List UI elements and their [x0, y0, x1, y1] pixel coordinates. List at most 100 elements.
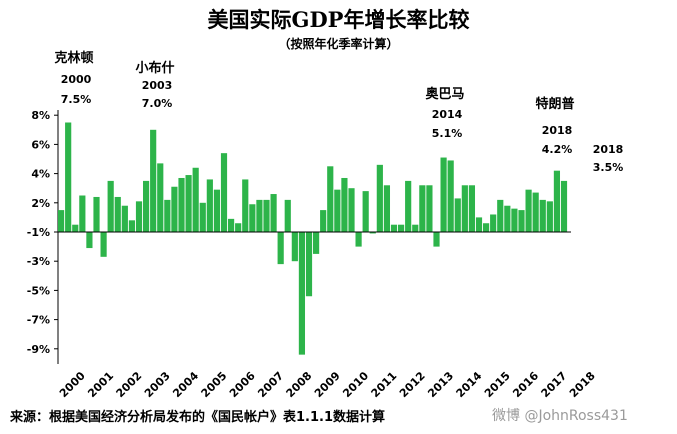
bar-56 [454, 198, 461, 232]
annotation-year: 2000 [61, 73, 92, 86]
bar-32 [284, 199, 291, 232]
y-tick-label: 2% [31, 197, 50, 210]
annotation-name: 克林顿 [54, 50, 93, 66]
x-tick-label: 2008 [284, 369, 315, 400]
bar-50 [412, 224, 419, 232]
bar-12 [143, 180, 150, 232]
bar-29 [263, 199, 270, 232]
x-tick-label: 2011 [369, 369, 400, 400]
annotation-value: 7.5% [61, 93, 92, 106]
bar-17 [178, 177, 185, 232]
bar-33 [291, 232, 298, 262]
annotation-name: 奥巴马 [425, 86, 464, 102]
bar-34 [298, 232, 306, 355]
watermark: 微博 @JohnRoss431 [492, 408, 628, 424]
bar-0 [58, 210, 65, 232]
x-tick-label: 2018 [567, 369, 598, 400]
x-tick-label: 2017 [539, 369, 570, 400]
bar-14 [157, 163, 164, 232]
bar-25 [235, 223, 242, 232]
x-tick-label: 2009 [312, 369, 343, 400]
bar-19 [192, 167, 199, 232]
y-tick-label: 8% [31, 109, 50, 122]
x-tick-label: 2015 [482, 369, 513, 400]
bar-13 [150, 129, 157, 232]
bar-2 [72, 224, 79, 232]
y-tick-label: -7% [27, 314, 50, 327]
bar-18 [185, 175, 192, 232]
x-tick-label: 2004 [170, 369, 201, 400]
bar-39 [334, 189, 341, 232]
bar-55 [447, 160, 454, 232]
bar-45 [376, 164, 383, 232]
bar-41 [348, 188, 355, 232]
bar-47 [390, 224, 398, 232]
bar-54 [440, 157, 447, 232]
x-tick-label: 2006 [227, 369, 258, 400]
bar-26 [242, 179, 249, 232]
bar-36 [313, 232, 320, 254]
bar-20 [199, 202, 206, 232]
bar-71 [560, 180, 568, 232]
bar-28 [256, 199, 263, 232]
bar-30 [270, 194, 277, 232]
bar-65 [518, 210, 525, 232]
annotation-name: 特朗普 [535, 96, 574, 112]
annotation-value: 5.1% [432, 127, 463, 140]
annotation-year: 2018 [593, 143, 624, 156]
bar-8 [114, 196, 121, 232]
x-tick-label: 2002 [114, 369, 145, 400]
x-tick-label: 2013 [425, 369, 456, 400]
bar-16 [171, 186, 178, 232]
bar-10 [128, 220, 136, 232]
bar-48 [398, 224, 405, 232]
bar-66 [525, 189, 532, 232]
x-tick-label: 2001 [85, 369, 116, 400]
bar-44 [369, 232, 376, 234]
bar-38 [327, 166, 334, 232]
x-tick-label: 2014 [454, 369, 485, 400]
bar-40 [341, 177, 348, 232]
bar-49 [405, 180, 412, 232]
bar-4 [86, 232, 93, 249]
annotation-year: 2018 [542, 124, 573, 137]
annotation-year: 2003 [142, 79, 173, 92]
bar-7 [107, 180, 114, 232]
bar-52 [426, 185, 433, 232]
annotation-year: 2014 [432, 108, 463, 121]
x-tick-label: 2005 [199, 369, 230, 400]
bar-70 [553, 170, 561, 232]
bar-23 [220, 153, 228, 232]
bar-69 [546, 201, 553, 232]
bar-5 [93, 196, 100, 232]
annotation-value: 3.5% [593, 161, 624, 174]
y-tick-label: -1% [27, 226, 50, 239]
x-tick-label: 2007 [255, 369, 286, 400]
bar-53 [433, 232, 440, 247]
y-tick-label: 6% [31, 138, 50, 151]
x-tick-label: 2003 [142, 369, 173, 400]
bar-11 [135, 201, 143, 232]
x-tick-label: 2010 [340, 369, 371, 400]
x-tick-label: 2012 [397, 369, 428, 400]
bar-15 [164, 199, 171, 232]
bar-35 [305, 232, 313, 297]
chart-subtitle: （按照年化季率计算） [278, 37, 399, 51]
bar-1 [65, 122, 72, 232]
bar-31 [277, 232, 284, 265]
y-tick-label: -9% [27, 343, 50, 356]
bar-59 [475, 217, 483, 232]
chart-title: 美国实际GDP年增长率比较 [207, 7, 470, 32]
bar-46 [383, 185, 391, 232]
bar-43 [362, 191, 369, 232]
x-tick-label: 2000 [57, 369, 88, 400]
bar-68 [539, 199, 546, 232]
bar-67 [532, 192, 539, 232]
bar-6 [100, 232, 107, 257]
annotation-value: 7.0% [142, 97, 173, 110]
bar-64 [511, 208, 518, 232]
bar-37 [320, 210, 327, 232]
bar-21 [206, 179, 213, 232]
y-tick-label: 4% [31, 168, 50, 181]
